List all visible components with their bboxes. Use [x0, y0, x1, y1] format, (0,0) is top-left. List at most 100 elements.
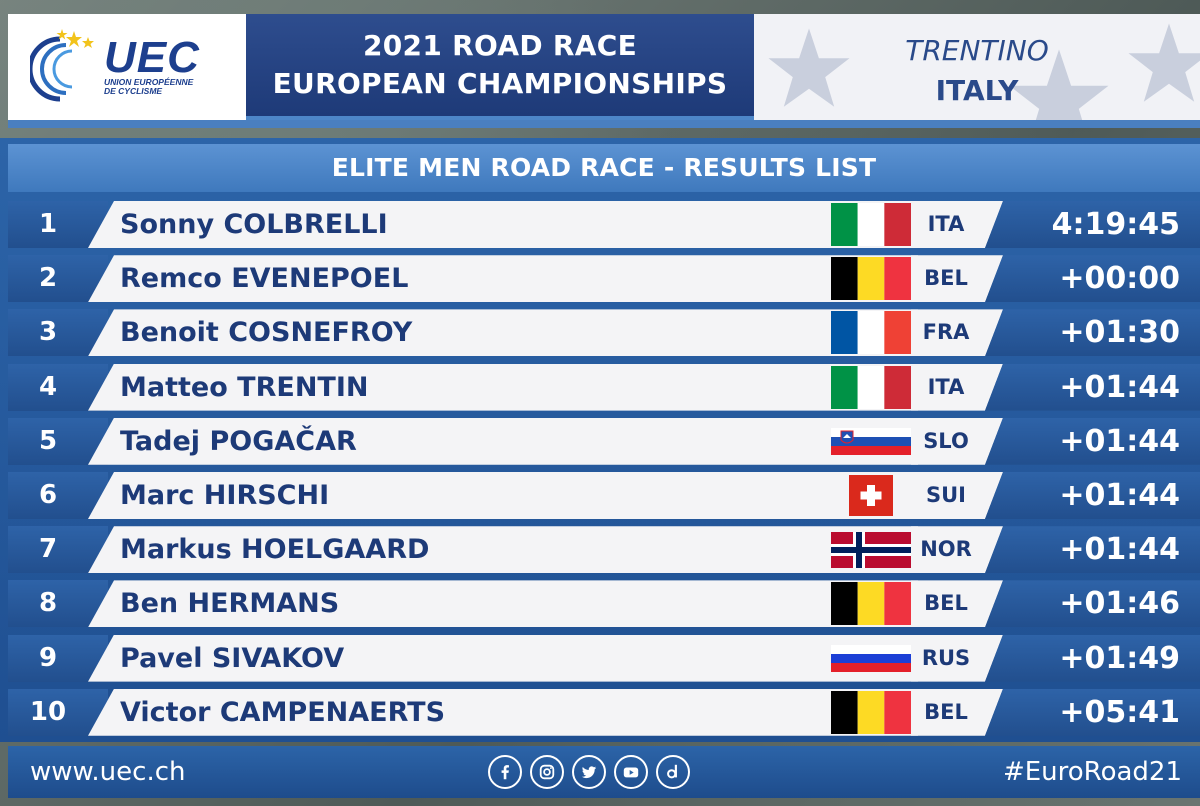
rider-name: Pavel SIVAKOV [120, 642, 345, 674]
dailymotion-icon[interactable] [656, 755, 690, 789]
italy-flag-icon [831, 203, 911, 246]
position: 4 [38, 371, 58, 402]
nation-cell [911, 201, 1003, 248]
footer-url[interactable]: www.uec.ch [30, 757, 186, 787]
venue-city: TRENTINO [905, 34, 1049, 67]
nation-cell [911, 580, 1003, 628]
position: 3 [38, 317, 58, 348]
time-cell: 4:19:45 [985, 201, 1200, 248]
time-cell: +01:46 [985, 580, 1200, 628]
name-cell [88, 201, 918, 248]
nation-code: ITA [927, 212, 965, 236]
france-flag-icon [831, 311, 911, 355]
facebook-icon[interactable] [488, 755, 522, 789]
result-row: 7 Markus HOELGAARD NOR +01:44 [8, 526, 1200, 574]
nation-cell [911, 688, 1003, 736]
finish-time: +00:00 [1059, 261, 1180, 297]
nation-code: SUI [926, 483, 966, 507]
position: 8 [38, 588, 58, 619]
finish-time: +01:49 [1059, 640, 1180, 676]
star-decoration-icon [1009, 49, 1109, 120]
finish-time: +01:46 [1059, 586, 1180, 622]
result-row: 4 Matteo TRENTIN ITA +01:44 [8, 363, 1200, 411]
nation-code: RUS [921, 645, 971, 670]
rider-name: Markus HOELGAARD [120, 534, 430, 566]
rider-name: Matteo TRENTIN [120, 371, 369, 403]
rider-name: Remco EVENEPOEL [120, 263, 409, 295]
position: 2 [38, 263, 58, 294]
result-row: 3 Benoit COSNEFROY FRA +01:30 [8, 309, 1200, 357]
belgium-flag-icon [831, 690, 911, 734]
name-cell [88, 580, 918, 628]
results-title: ELITE MEN ROAD RACE - RESULTS LIST [8, 144, 1200, 192]
nation-code: FRA [922, 320, 970, 345]
result-row: 9 Pavel SIVAKOV RUS +01:49 [8, 634, 1200, 682]
position: 9 [38, 642, 58, 673]
nation-cell [911, 255, 1003, 303]
result-row: 8 Ben HERMANS BEL +01:46 [8, 580, 1200, 628]
time-cell: +01:30 [985, 309, 1200, 357]
result-row: 2 Remco EVENEPOEL BEL +00:00 [8, 255, 1200, 303]
name-cell [88, 309, 918, 357]
position: 7 [38, 534, 58, 565]
position-cell [8, 363, 108, 411]
position: 1 [38, 209, 58, 239]
name-cell [88, 526, 918, 574]
rider-name: Marc HIRSCHI [120, 480, 330, 511]
position-cell [8, 688, 108, 736]
twitter-icon[interactable] [572, 755, 606, 789]
result-row: 5 Tadej POGAČAR SLO +01:44 [8, 417, 1200, 465]
venue-country: ITALY [935, 74, 1019, 107]
youtube-icon[interactable] [614, 755, 648, 789]
uec-logo-mark-icon [27, 27, 100, 107]
norway-flag-icon [831, 528, 911, 572]
result-row: 1 Sonny COLBRELLI ITA 4:19:45 [8, 201, 1200, 248]
time-cell: +01:44 [985, 472, 1200, 519]
nation-cell [911, 363, 1003, 411]
event-title: 2021 ROAD RACE EUROPEAN CHAMPIONSHIPS [246, 14, 754, 120]
belgium-flag-icon [831, 257, 911, 301]
position-cell [8, 634, 108, 682]
switzerland-flag-icon [831, 474, 911, 517]
rider-name: Ben HERMANS [120, 588, 340, 620]
footer-hashtag[interactable]: #EuroRoad21 [1002, 757, 1182, 787]
rider-name: Victor CAMPENAERTS [120, 696, 446, 728]
time-cell: +05:41 [985, 688, 1200, 736]
star-decoration-icon [1128, 23, 1200, 102]
name-cell [88, 634, 918, 682]
header-divider [8, 120, 1200, 128]
name-cell [88, 255, 918, 303]
finish-time: +01:44 [1059, 532, 1180, 568]
finish-time: 4:19:45 [1051, 207, 1180, 242]
uec-logo-wordmark: UEC [104, 33, 200, 82]
time-cell: +01:44 [985, 526, 1200, 574]
belgium-flag-icon [831, 582, 911, 626]
nation-code: SLO [923, 428, 969, 453]
star-decoration-icon [768, 28, 850, 107]
rider-name: Benoit COSNEFROY [120, 317, 413, 349]
rider-name: Tadej POGAČAR [120, 425, 357, 457]
name-cell [88, 363, 918, 411]
nation-cell [911, 472, 1003, 519]
time-cell: +01:49 [985, 634, 1200, 682]
instagram-icon[interactable] [530, 755, 564, 789]
nation-cell [911, 309, 1003, 357]
time-cell: +00:00 [985, 255, 1200, 303]
name-cell [88, 472, 918, 519]
nation-code: BEL [924, 591, 968, 616]
header: UEC UNION EUROPÉENNE DE CYCLISME 2021 RO… [0, 0, 1200, 130]
uec-logo-subline-2: DE CYCLISME [104, 86, 163, 96]
slovenia-flag-icon [831, 419, 911, 463]
position: 6 [38, 480, 58, 510]
position-cell [8, 255, 108, 303]
nation-code: NOR [920, 537, 972, 562]
footer: www.uec.ch #EuroRoad21 [8, 746, 1200, 798]
finish-time: +01:44 [1059, 423, 1180, 459]
social-icons [488, 755, 690, 789]
name-cell [88, 417, 918, 465]
uec-logo-text: UEC UNION EUROPÉENNE DE CYCLISME [104, 33, 200, 96]
nation-cell [911, 526, 1003, 574]
uec-logo-subline-1: UNION EUROPÉENNE [104, 77, 194, 87]
position: 5 [38, 425, 58, 456]
uec-logo: UEC UNION EUROPÉENNE DE CYCLISME [8, 14, 246, 120]
